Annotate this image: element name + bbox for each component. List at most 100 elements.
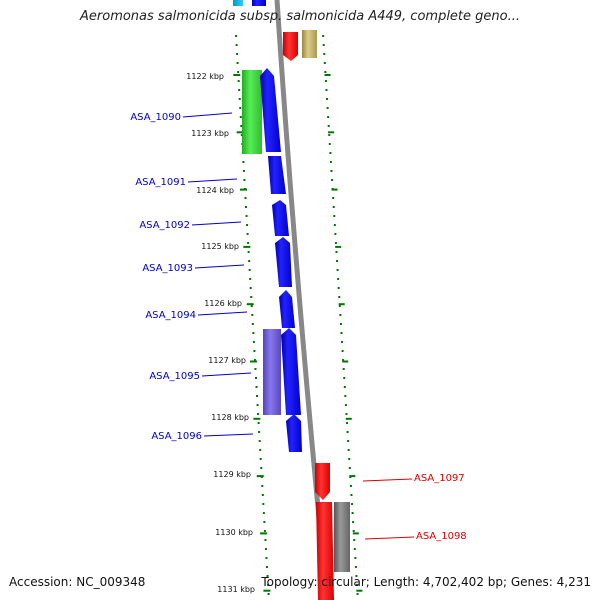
- tick-label-1124: 1124 kbp: [196, 186, 234, 195]
- tick-label-1123: 1123 kbp: [191, 129, 229, 138]
- gene-green: [242, 70, 262, 154]
- tick-dot: [266, 566, 269, 568]
- tick-dot: [342, 360, 349, 363]
- gene-gray-1098: [334, 502, 350, 572]
- topology-text: Topology: circular; Length: 4,702,402 bp…: [261, 575, 591, 589]
- tick-dot: [248, 269, 251, 271]
- tick-dot: [258, 431, 261, 433]
- tick-dot: [322, 35, 325, 37]
- gene-label-asa-1094[interactable]: ASA_1094: [145, 310, 196, 321]
- gene-label-asa-1091[interactable]: ASA_1091: [135, 177, 186, 188]
- gene-label-asa-1093[interactable]: ASA_1093: [142, 263, 193, 274]
- leader-line-1094: [197, 311, 248, 316]
- tick-dot: [249, 278, 252, 280]
- tick-dot: [356, 589, 363, 592]
- tick-dot: [250, 360, 258, 363]
- tick-dot: [245, 215, 248, 217]
- tick-dot: [242, 170, 245, 172]
- tick-dot: [338, 305, 341, 307]
- tick-dot: [246, 233, 249, 235]
- gene-label-asa-1097[interactable]: ASA_1097: [414, 473, 465, 484]
- tick-dot: [327, 116, 330, 118]
- tick-dot: [247, 251, 250, 253]
- leader-line-1092: [191, 221, 242, 226]
- gene-red-top: [283, 32, 298, 61]
- tick-dot: [344, 404, 347, 406]
- leader-line-1098: [364, 536, 415, 540]
- tick-dot: [333, 224, 336, 226]
- gene-blue-1096: [286, 414, 302, 452]
- tick-dot: [264, 539, 267, 541]
- tick-dot: [344, 395, 347, 397]
- tick-dot: [347, 449, 350, 451]
- tick-dot: [250, 296, 253, 298]
- tick-dot: [237, 80, 240, 82]
- tick-dot: [350, 494, 353, 496]
- tick-dot: [348, 467, 351, 469]
- tick-label-1129: 1129 kbp: [213, 470, 251, 479]
- leader-line-1096: [203, 433, 254, 437]
- leader-line-1093: [194, 264, 245, 269]
- tick-dot: [236, 131, 244, 134]
- gene-red-1098: [316, 502, 334, 600]
- tick-label-1122: 1122 kbp: [186, 72, 224, 81]
- tick-dot: [351, 512, 354, 514]
- tick-dot: [239, 107, 242, 109]
- tick-dot: [233, 74, 241, 76]
- tick-dot: [352, 521, 355, 523]
- tick-dot: [333, 215, 336, 217]
- tick-dot: [345, 413, 348, 415]
- tick-dot: [243, 245, 251, 248]
- leader-line-1091: [187, 178, 238, 183]
- tick-dot: [331, 179, 334, 181]
- tick-dot: [253, 417, 261, 420]
- tick-dot: [329, 152, 332, 154]
- gene-blue-1095: [281, 328, 301, 415]
- gene-label-asa-1095[interactable]: ASA_1095: [149, 371, 200, 382]
- tick-dot: [346, 422, 349, 424]
- tick-dot: [253, 350, 256, 352]
- tick-dot: [236, 62, 239, 64]
- leader-line-1097: [362, 478, 413, 482]
- tick-dot: [264, 548, 267, 550]
- tick-dot: [262, 503, 265, 505]
- tick-dot: [354, 557, 357, 559]
- tick-dot: [336, 260, 339, 262]
- tick-dot: [356, 584, 359, 586]
- gene-blue-1093: [275, 237, 292, 287]
- tick-dot: [329, 161, 332, 163]
- tick-dot: [353, 548, 356, 550]
- tick-dot: [351, 503, 354, 505]
- tick-dot: [238, 89, 241, 91]
- gene-blue-partial-top: [252, 0, 266, 6]
- tick-dot: [352, 530, 355, 532]
- tick-dot: [243, 179, 246, 181]
- tick-dot: [335, 245, 342, 248]
- tick-dot: [342, 359, 345, 361]
- gene-label-asa-1098[interactable]: ASA_1098: [416, 531, 467, 542]
- gene-blue-1090: [260, 68, 281, 152]
- tick-dot: [251, 314, 254, 316]
- tick-dot: [251, 323, 254, 325]
- tick-dot: [355, 575, 358, 577]
- tick-dot: [263, 521, 266, 523]
- tick-dot: [235, 35, 238, 37]
- gene-label-asa-1096[interactable]: ASA_1096: [151, 431, 202, 442]
- leader-line-1095: [201, 372, 252, 377]
- tick-dot: [235, 44, 238, 46]
- tick-dot: [237, 71, 240, 73]
- tick-dot: [353, 539, 356, 541]
- tick-dot: [246, 224, 249, 226]
- tick-dot: [253, 359, 256, 361]
- tick-label-1125: 1125 kbp: [201, 242, 239, 251]
- tick-dot: [335, 251, 338, 253]
- tick-dot: [257, 422, 260, 424]
- tick-dot: [337, 287, 340, 289]
- tick-dot: [341, 350, 344, 352]
- tick-dot: [334, 233, 337, 235]
- gene-label-asa-1090[interactable]: ASA_1090: [130, 112, 181, 123]
- tick-dot: [260, 467, 263, 469]
- tick-dot: [248, 260, 251, 262]
- gene-label-asa-1092[interactable]: ASA_1092: [139, 220, 190, 231]
- tick-dot: [260, 532, 268, 535]
